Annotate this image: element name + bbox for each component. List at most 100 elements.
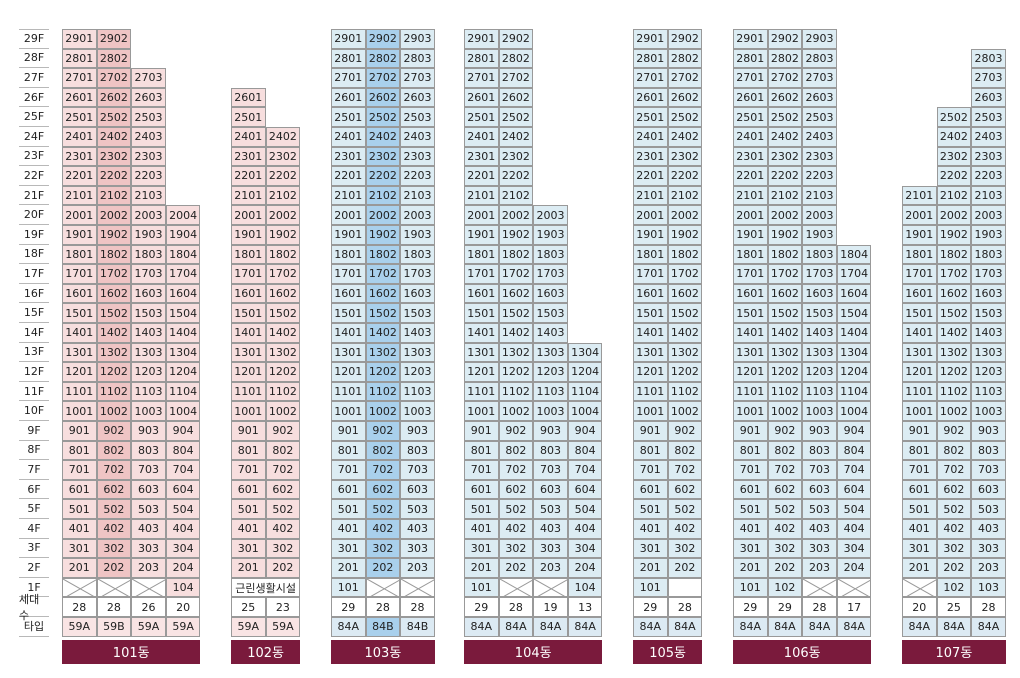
unit-cell: 2301	[331, 146, 366, 167]
unit-cell: 1702	[96, 264, 132, 284]
unit-cell: 2201	[331, 166, 366, 186]
unit-cell: 1703	[802, 264, 837, 284]
unit-cell: 502	[498, 499, 534, 519]
unit-cell: 2102	[767, 185, 803, 206]
unit-cell: 1901	[733, 225, 768, 245]
unit-cell: 301	[733, 538, 768, 559]
unit-cell: 1901	[633, 225, 668, 245]
unit-type: 84B	[400, 617, 435, 637]
unit-cell: 1602	[936, 283, 972, 304]
unit-cell: 501	[902, 499, 937, 519]
unit-type: 84B	[365, 617, 401, 637]
unit-cell: 1801	[633, 244, 668, 265]
unit-cell: 1504	[836, 303, 872, 323]
unit-cell: 2202	[936, 166, 972, 186]
unit-cell: 1001	[733, 401, 768, 421]
empty-unit-cell	[96, 577, 132, 598]
unit-type: 84A	[464, 617, 499, 637]
unit-cell: 201	[231, 558, 266, 578]
unit-cell: 101	[464, 577, 499, 598]
unit-cell: 1301	[733, 342, 768, 363]
unit-cell: 1701	[231, 264, 266, 284]
unit-cell: 1204	[567, 362, 603, 382]
unit-cell: 703	[400, 460, 435, 480]
unit-cell: 201	[733, 558, 768, 578]
unit-cell: 501	[733, 499, 768, 519]
unit-cell: 2701	[331, 68, 366, 88]
unit-cell: 101	[633, 577, 668, 598]
households-row-label: 세대수	[19, 593, 49, 622]
unit-cell: 402	[498, 519, 534, 539]
unit-cell: 404	[165, 519, 201, 539]
unit-cell: 801	[62, 440, 97, 461]
unit-cell: 802	[767, 440, 803, 461]
unit-cell: 1203	[131, 362, 166, 382]
unit-cell: 2101	[902, 185, 937, 206]
unit-cell: 1101	[902, 381, 937, 402]
unit-cell: 2503	[802, 107, 837, 127]
unit-cell: 801	[331, 440, 366, 461]
unit-type: 59A	[231, 617, 266, 637]
unit-cell: 1502	[667, 303, 703, 323]
unit-cell: 1101	[331, 381, 366, 402]
floor-label: 3F	[19, 539, 49, 559]
unit-cell: 2001	[633, 205, 668, 225]
unit-cell: 603	[131, 479, 166, 500]
unit-cell: 504	[836, 499, 872, 519]
unit-type: 84A	[533, 617, 568, 637]
unit-cell: 2001	[62, 205, 97, 225]
building-label: 104동	[464, 639, 603, 664]
unit-cell: 1104	[165, 381, 201, 402]
unit-cell: 1203	[802, 362, 837, 382]
unit-cell: 2102	[498, 185, 534, 206]
unit-cell: 701	[464, 460, 499, 480]
floor-label: 12F	[19, 362, 49, 382]
floor-label: 17F	[19, 264, 49, 284]
unit-cell: 2802	[498, 48, 534, 69]
unit-cell: 702	[265, 460, 301, 480]
unit-cell: 1002	[96, 401, 132, 421]
unit-cell: 702	[767, 460, 803, 480]
unit-cell: 503	[131, 499, 166, 519]
unit-cell: 2502	[667, 107, 703, 127]
unit-cell: 502	[96, 499, 132, 519]
unit-cell: 102	[767, 577, 803, 598]
floor-label: 15F	[19, 303, 49, 323]
unit-cell: 1302	[265, 342, 301, 363]
unit-cell: 1101	[633, 381, 668, 402]
unit-cell: 1103	[971, 381, 1006, 402]
unit-cell: 1204	[836, 362, 872, 382]
household-count: 20	[902, 597, 937, 617]
unit-cell: 402	[96, 519, 132, 539]
unit-cell: 1703	[971, 264, 1006, 284]
unit-cell: 1002	[498, 401, 534, 421]
unit-cell: 1202	[767, 362, 803, 382]
unit-cell: 1602	[265, 283, 301, 304]
unit-cell: 2103	[971, 185, 1006, 206]
unit-cell: 202	[265, 558, 301, 578]
unit-cell: 1701	[902, 264, 937, 284]
unit-cell: 104	[165, 577, 201, 598]
cross-mark-icon	[837, 578, 871, 597]
unit-cell: 301	[633, 538, 668, 559]
unit-cell: 1702	[365, 264, 401, 284]
unit-cell: 2402	[667, 127, 703, 147]
unit-cell: 2903	[802, 29, 837, 49]
unit-cell: 1601	[331, 283, 366, 304]
unit-cell: 1003	[400, 401, 435, 421]
unit-cell: 2701	[62, 68, 97, 88]
household-count: 28	[96, 597, 132, 617]
unit-cell: 1801	[733, 244, 768, 265]
unit-cell: 201	[464, 558, 499, 578]
unit-cell: 1503	[802, 303, 837, 323]
unit-cell: 2101	[464, 185, 499, 206]
unit-cell: 701	[231, 460, 266, 480]
unit-cell: 1502	[498, 303, 534, 323]
unit-cell: 1403	[971, 323, 1006, 343]
unit-cell: 2502	[498, 107, 534, 127]
household-count: 29	[633, 597, 668, 617]
unit-cell: 2003	[971, 205, 1006, 225]
unit-cell: 2602	[767, 87, 803, 108]
unit-cell: 2101	[62, 185, 97, 206]
unit-cell: 2801	[733, 48, 768, 69]
